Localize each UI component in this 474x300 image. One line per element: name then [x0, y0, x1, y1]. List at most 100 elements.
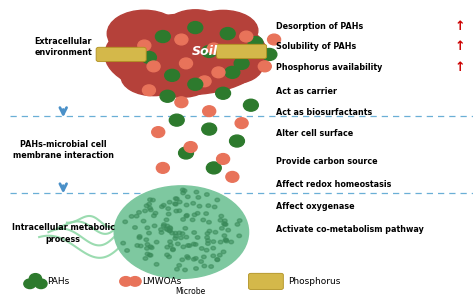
Ellipse shape: [175, 242, 180, 246]
Ellipse shape: [152, 214, 156, 217]
Text: Phosphorus availability: Phosphorus availability: [276, 63, 383, 72]
Ellipse shape: [181, 191, 185, 195]
Ellipse shape: [194, 190, 199, 194]
Ellipse shape: [137, 235, 142, 238]
Ellipse shape: [206, 239, 210, 242]
Ellipse shape: [206, 204, 210, 207]
Ellipse shape: [182, 189, 187, 193]
Ellipse shape: [145, 247, 149, 250]
Ellipse shape: [205, 236, 210, 239]
FancyBboxPatch shape: [217, 44, 267, 58]
Ellipse shape: [197, 204, 202, 208]
Ellipse shape: [147, 206, 152, 210]
Ellipse shape: [175, 34, 188, 45]
Ellipse shape: [222, 222, 227, 225]
Ellipse shape: [125, 249, 129, 252]
Ellipse shape: [223, 238, 228, 242]
Ellipse shape: [147, 61, 160, 72]
Ellipse shape: [205, 232, 210, 236]
Text: Activate co-metabolism pathway: Activate co-metabolism pathway: [276, 225, 424, 234]
Ellipse shape: [164, 69, 180, 81]
Ellipse shape: [186, 256, 191, 260]
Ellipse shape: [120, 277, 132, 286]
Text: Affect redox homeostasis: Affect redox homeostasis: [276, 180, 392, 189]
Ellipse shape: [183, 226, 188, 230]
Ellipse shape: [213, 230, 218, 234]
Ellipse shape: [193, 243, 198, 246]
Ellipse shape: [173, 231, 178, 235]
Ellipse shape: [215, 198, 219, 202]
Ellipse shape: [134, 214, 139, 218]
Text: Solubility of PAHs: Solubility of PAHs: [276, 43, 356, 52]
Ellipse shape: [167, 255, 172, 259]
Ellipse shape: [174, 197, 179, 201]
Ellipse shape: [268, 34, 281, 45]
Ellipse shape: [202, 46, 217, 57]
Ellipse shape: [138, 244, 143, 248]
Ellipse shape: [173, 237, 178, 240]
Ellipse shape: [166, 207, 171, 210]
Ellipse shape: [235, 223, 240, 226]
Ellipse shape: [149, 246, 154, 250]
Text: PAHs-microbial cell
membrane interaction: PAHs-microbial cell membrane interaction: [13, 140, 114, 160]
Ellipse shape: [161, 224, 166, 228]
Ellipse shape: [152, 127, 164, 137]
Ellipse shape: [199, 260, 203, 263]
Ellipse shape: [215, 258, 219, 261]
Ellipse shape: [35, 279, 47, 289]
Text: Alter cell surface: Alter cell surface: [276, 129, 354, 138]
Ellipse shape: [188, 78, 203, 90]
Text: Intracellular metabolic
process: Intracellular metabolic process: [12, 223, 115, 244]
Ellipse shape: [206, 162, 221, 174]
Ellipse shape: [258, 61, 271, 72]
Ellipse shape: [154, 262, 159, 266]
Ellipse shape: [194, 267, 198, 270]
Ellipse shape: [168, 227, 173, 230]
Ellipse shape: [24, 279, 36, 289]
Ellipse shape: [129, 214, 134, 218]
Ellipse shape: [137, 236, 142, 239]
Ellipse shape: [244, 99, 258, 111]
Ellipse shape: [201, 218, 206, 222]
Ellipse shape: [161, 203, 166, 207]
Ellipse shape: [234, 57, 249, 69]
Ellipse shape: [175, 268, 179, 271]
Ellipse shape: [160, 90, 175, 102]
Ellipse shape: [179, 236, 183, 240]
Ellipse shape: [143, 257, 148, 260]
Ellipse shape: [195, 212, 200, 215]
Ellipse shape: [212, 205, 217, 209]
Ellipse shape: [142, 52, 156, 63]
Ellipse shape: [173, 202, 178, 206]
Ellipse shape: [191, 202, 195, 205]
Ellipse shape: [201, 255, 206, 259]
Ellipse shape: [146, 231, 151, 235]
Ellipse shape: [165, 224, 170, 228]
Ellipse shape: [148, 245, 153, 248]
Ellipse shape: [222, 234, 227, 237]
Ellipse shape: [211, 254, 216, 258]
Ellipse shape: [181, 218, 185, 221]
Ellipse shape: [121, 58, 186, 96]
Ellipse shape: [186, 244, 191, 247]
Ellipse shape: [188, 11, 258, 51]
Ellipse shape: [200, 247, 204, 250]
Ellipse shape: [145, 252, 150, 256]
Ellipse shape: [202, 49, 263, 84]
Ellipse shape: [165, 228, 170, 231]
Text: Extracellular
environment: Extracellular environment: [34, 37, 92, 57]
Ellipse shape: [123, 220, 128, 224]
Text: LMWOAs: LMWOAs: [142, 277, 181, 286]
Ellipse shape: [173, 234, 178, 238]
Ellipse shape: [192, 213, 197, 217]
Ellipse shape: [184, 235, 189, 239]
Ellipse shape: [147, 253, 152, 257]
Ellipse shape: [207, 220, 211, 224]
Ellipse shape: [29, 274, 41, 283]
Ellipse shape: [151, 65, 211, 97]
Ellipse shape: [152, 224, 157, 228]
Ellipse shape: [181, 188, 185, 192]
Ellipse shape: [155, 240, 159, 244]
Ellipse shape: [229, 135, 245, 147]
Ellipse shape: [191, 242, 196, 246]
